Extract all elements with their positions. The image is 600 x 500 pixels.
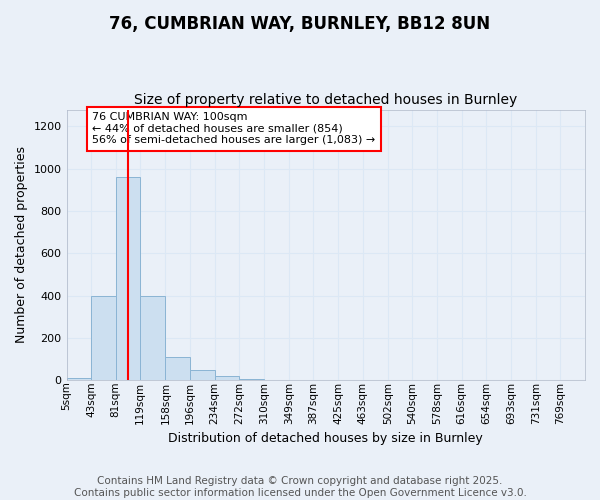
Title: Size of property relative to detached houses in Burnley: Size of property relative to detached ho… [134, 93, 517, 107]
Text: Contains HM Land Registry data © Crown copyright and database right 2025.
Contai: Contains HM Land Registry data © Crown c… [74, 476, 526, 498]
Y-axis label: Number of detached properties: Number of detached properties [15, 146, 28, 344]
Bar [140, 296, 165, 380]
Bar [116, 177, 140, 380]
Bar [215, 376, 239, 380]
Bar [67, 378, 91, 380]
Bar [166, 357, 190, 380]
Text: 76 CUMBRIAN WAY: 100sqm
← 44% of detached houses are smaller (854)
56% of semi-d: 76 CUMBRIAN WAY: 100sqm ← 44% of detache… [92, 112, 376, 146]
Bar [190, 370, 215, 380]
Bar [239, 379, 264, 380]
Text: 76, CUMBRIAN WAY, BURNLEY, BB12 8UN: 76, CUMBRIAN WAY, BURNLEY, BB12 8UN [109, 15, 491, 33]
X-axis label: Distribution of detached houses by size in Burnley: Distribution of detached houses by size … [169, 432, 483, 445]
Bar [91, 296, 116, 380]
